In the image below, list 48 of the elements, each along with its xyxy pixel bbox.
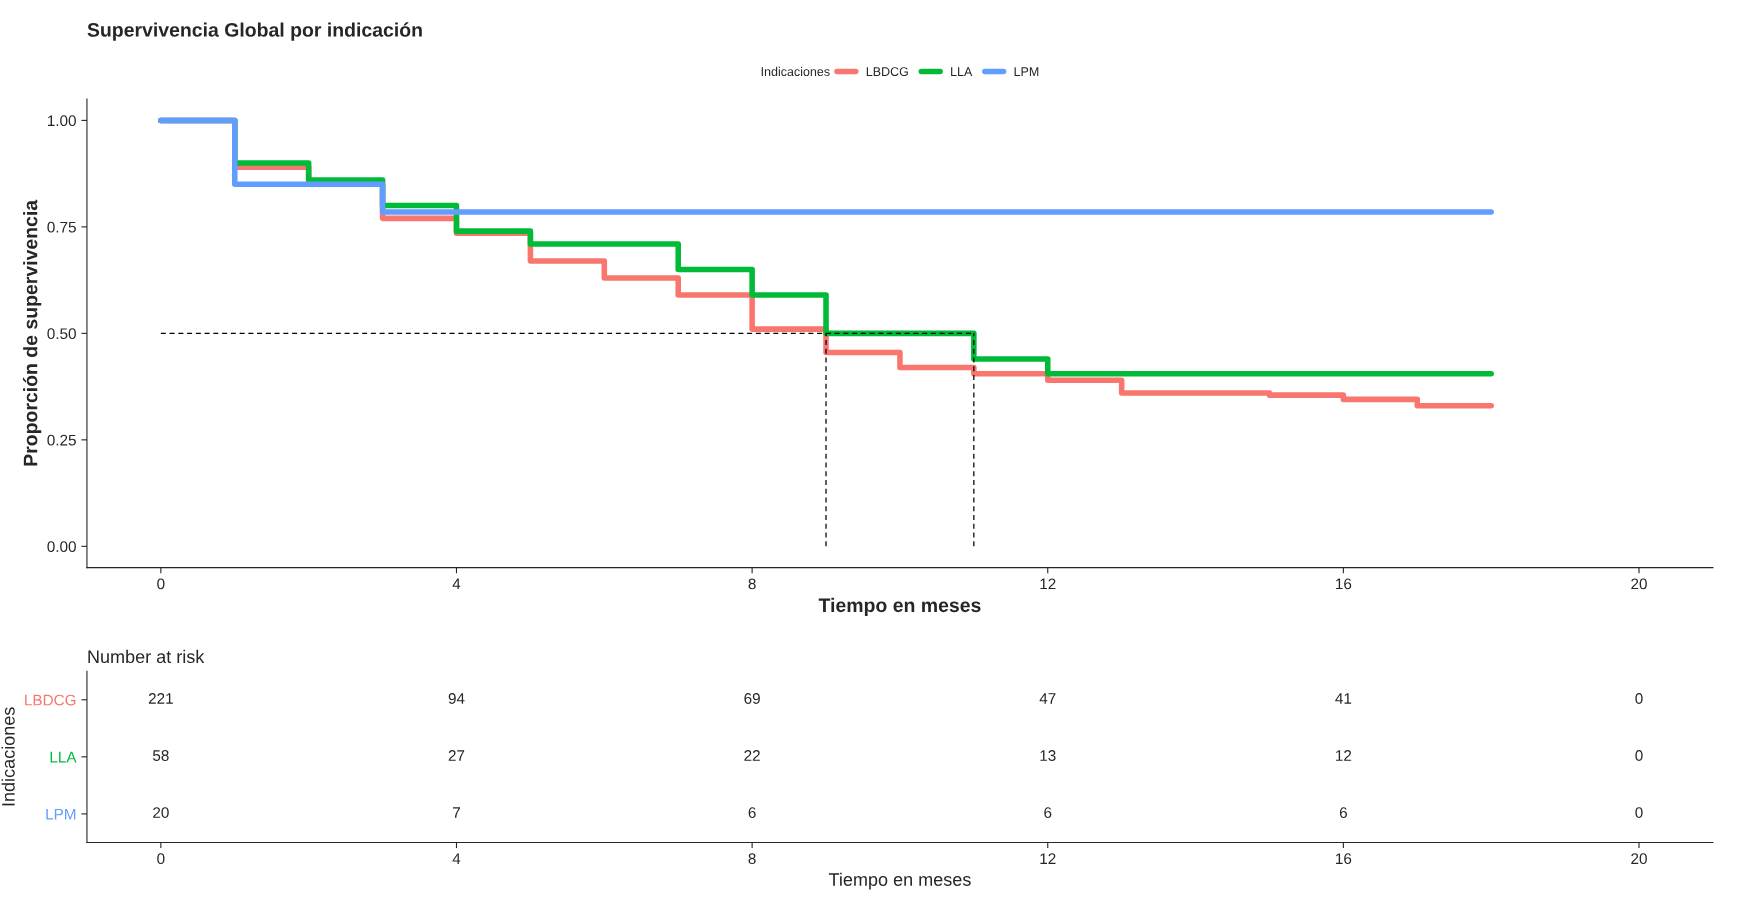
y-tick-label: LPM: [46, 808, 76, 820]
y-axis-title: Proporción de supervivencia: [22, 199, 42, 466]
data-label: 7: [453, 807, 460, 818]
data-label: 58: [152, 750, 169, 761]
data-label: 0: [1635, 693, 1643, 704]
x-tick-label: 8: [748, 853, 756, 865]
x-tick-label: 12: [1040, 853, 1056, 864]
data-label: 47: [1039, 693, 1056, 704]
x-tick-label: 0: [157, 853, 165, 865]
x-tick-label: 20: [1631, 578, 1647, 590]
data-label: 6: [1044, 807, 1052, 818]
data-label: 20: [153, 807, 169, 818]
y-tick-label: 0.75: [47, 221, 76, 233]
x-axis-title: Tiempo en meses: [818, 597, 981, 616]
data-label: 6: [1339, 807, 1347, 818]
legend-title: Indicaciones: [761, 66, 830, 77]
x-tick-label: 4: [452, 578, 461, 590]
data-label: 94: [448, 693, 465, 704]
x-tick-label: 0: [157, 578, 165, 590]
data-label: 0: [1635, 750, 1643, 761]
legend-label: LLA: [951, 67, 973, 76]
y-tick-label: 0.00: [47, 541, 76, 553]
data-label: 22: [744, 750, 760, 761]
data-label: 27: [448, 750, 465, 761]
x-tick-label: 4: [452, 853, 461, 864]
y-tick-label: 0.50: [47, 328, 76, 340]
data-label: 221: [148, 693, 173, 704]
y-axis-title: Indicaciones: [1, 707, 15, 806]
y-tick-label: LBDCG: [25, 694, 76, 706]
x-tick-label: 16: [1336, 578, 1352, 590]
data-label: 6: [748, 807, 756, 818]
x-tick-label: 12: [1040, 578, 1056, 590]
data-label: 0: [1635, 807, 1643, 818]
y-tick-label: 1.00: [47, 115, 76, 127]
y-tick-label: 0.25: [47, 434, 76, 446]
data-label: 12: [1336, 750, 1352, 761]
data-label: 69: [744, 693, 760, 704]
y-tick-label: LLA: [50, 751, 77, 763]
data-label: 41: [1335, 693, 1352, 704]
legend-label: LPM: [1014, 67, 1039, 76]
x-tick-label: 8: [748, 578, 756, 590]
data-label: 13: [1040, 750, 1056, 761]
legend-label: LBDCG: [866, 67, 908, 77]
chart-title: Number at risk: [88, 649, 205, 664]
x-tick-label: 20: [1631, 853, 1647, 865]
chart-title: Supervivencia Global por indicación: [87, 22, 422, 41]
x-axis-title: Tiempo en meses: [828, 872, 971, 890]
x-tick-label: 16: [1336, 853, 1352, 865]
